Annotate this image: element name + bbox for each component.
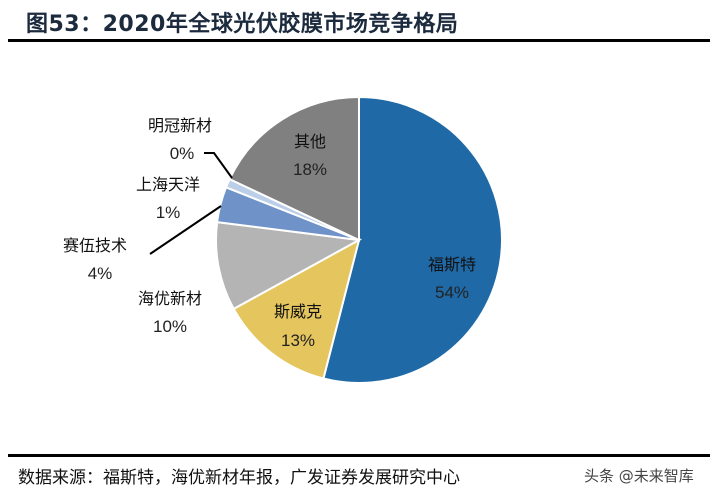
label-value-6: 18% <box>293 160 327 179</box>
label-value-1: 13% <box>281 331 315 350</box>
watermark: 头条 @未来智库 <box>584 465 694 486</box>
source-note: 数据来源：福斯特，海优新材年报，广发证券发展研究中心 <box>18 468 460 488</box>
title-divider <box>8 39 710 42</box>
leader-line-saiwu <box>149 205 222 255</box>
label-value-0: 54% <box>435 283 469 302</box>
label-name-2: 海优新材 <box>138 289 202 308</box>
pie-slice-2 <box>215 220 363 311</box>
label-name-1: 斯威克 <box>274 302 322 321</box>
footer-divider <box>8 454 710 457</box>
label-value-3: 4% <box>88 264 113 283</box>
label-value-5: 0% <box>170 144 195 163</box>
label-name-4: 上海天洋 <box>136 175 200 194</box>
pie-slice-6 <box>228 95 360 242</box>
label-value-4: 1% <box>156 203 181 222</box>
label-name-3: 赛伍技术 <box>63 236 127 255</box>
leader-line-mingguan <box>204 152 233 179</box>
pie-slice-1 <box>232 238 361 380</box>
chart-title: 图53：2020年全球光伏胶膜市场竞争格局 <box>26 12 459 37</box>
label-name-5: 明冠新材 <box>148 116 212 135</box>
label-name-0: 福斯特 <box>428 255 476 274</box>
label-name-6: 其他 <box>294 132 326 151</box>
pie-slice-0 <box>322 95 503 384</box>
label-value-2: 10% <box>153 317 187 336</box>
